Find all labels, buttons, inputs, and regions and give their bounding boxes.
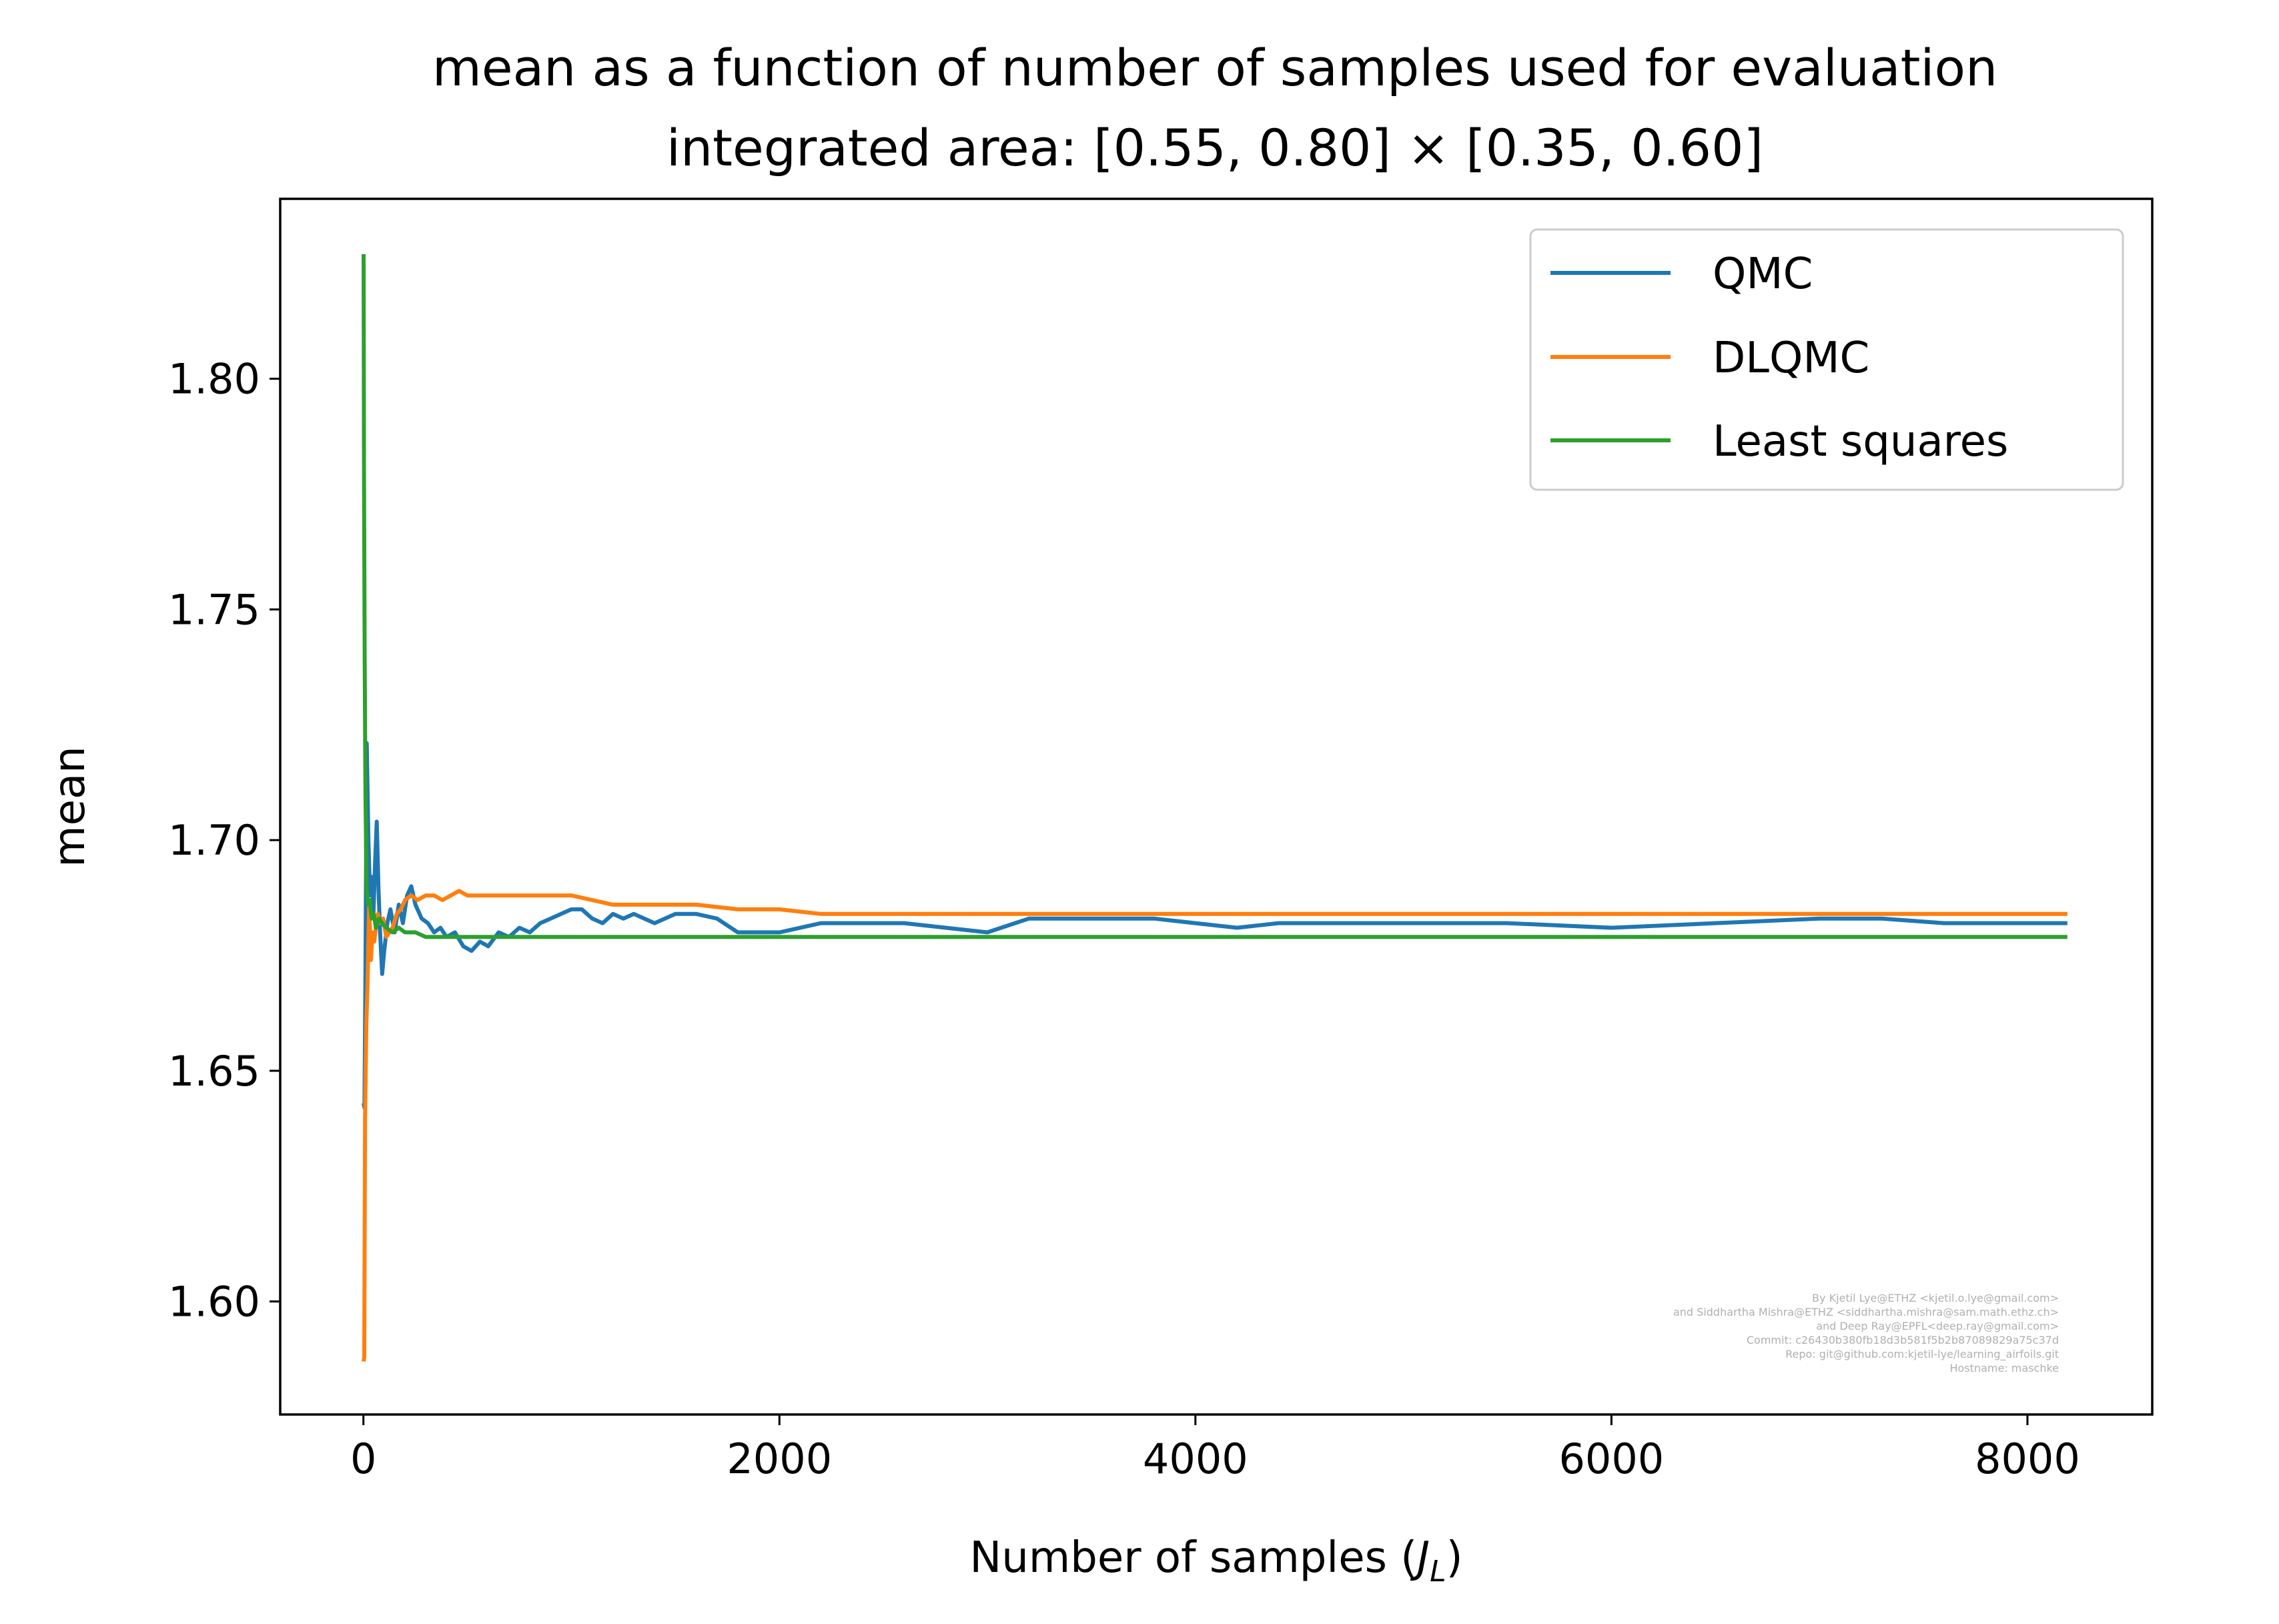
credit-line-repo: Repo: git@github.com:kjetil-lye/learning… bbox=[1785, 1348, 2059, 1361]
credits-block: By Kjetil Lye@ETHZ <kjetil.o.lye@gmail.c… bbox=[1673, 1292, 2059, 1374]
x-axis: 0 2000 4000 6000 8000 bbox=[350, 1414, 2080, 1483]
legend-label-qmc: QMC bbox=[1713, 250, 1813, 299]
y-tick-label: 1.60 bbox=[168, 1278, 260, 1326]
y-axis-label: mean bbox=[45, 746, 95, 867]
series-line-dlqmc bbox=[362, 889, 2068, 1362]
legend-box bbox=[1529, 228, 2124, 491]
series-line-least-squares bbox=[362, 254, 2068, 939]
x-axis-label-end: ) bbox=[1446, 1533, 1463, 1583]
credit-line-coauthor-2: and Deep Ray@EPFL<deep.ray@gmail.com> bbox=[1816, 1320, 2059, 1332]
legend: QMC DLQMC Least squares bbox=[1529, 228, 2124, 491]
credit-line-coauthor: and Siddhartha Mishra@ETHZ <siddhartha.m… bbox=[1673, 1306, 2059, 1318]
chart-title: mean as a function of number of samples … bbox=[432, 38, 1997, 97]
y-tick-label: 1.65 bbox=[168, 1047, 260, 1096]
legend-label-dlqmc: DLQMC bbox=[1713, 334, 1869, 383]
plot-area bbox=[362, 254, 2068, 1362]
x-tick-label: 8000 bbox=[1975, 1435, 2080, 1483]
credit-line-commit: Commit: c26430b380fb18d3b581f5b2b8708982… bbox=[1747, 1334, 2059, 1346]
x-tick-label: 4000 bbox=[1143, 1435, 1248, 1483]
x-axis-label: Number of samples (JL) bbox=[969, 1533, 1462, 1589]
legend-label-least-squares: Least squares bbox=[1713, 417, 2008, 466]
x-tick-label: 6000 bbox=[1558, 1435, 1664, 1483]
y-tick-label: 1.70 bbox=[168, 816, 260, 865]
x-tick-label: 2000 bbox=[727, 1435, 832, 1483]
y-tick-label: 1.80 bbox=[168, 355, 260, 404]
y-tick-label: 1.75 bbox=[168, 585, 260, 634]
series-layer bbox=[362, 254, 2068, 1362]
y-axis: 1.60 1.65 1.70 1.75 1.80 bbox=[168, 355, 280, 1326]
chart-subtitle: integrated area: [0.55, 0.80] × [0.35, 0… bbox=[666, 118, 1763, 177]
x-axis-label-text: Number of samples ( bbox=[969, 1533, 1417, 1583]
x-tick-label: 0 bbox=[350, 1435, 376, 1483]
series-line-qmc bbox=[362, 741, 2068, 1110]
credit-line-authors: By Kjetil Lye@ETHZ <kjetil.o.lye@gmail.c… bbox=[1812, 1292, 2059, 1304]
x-axis-label-sub: L bbox=[1430, 1555, 1446, 1589]
plot-frame bbox=[279, 197, 2154, 1416]
credit-line-hostname: Hostname: maschke bbox=[1950, 1362, 2059, 1374]
